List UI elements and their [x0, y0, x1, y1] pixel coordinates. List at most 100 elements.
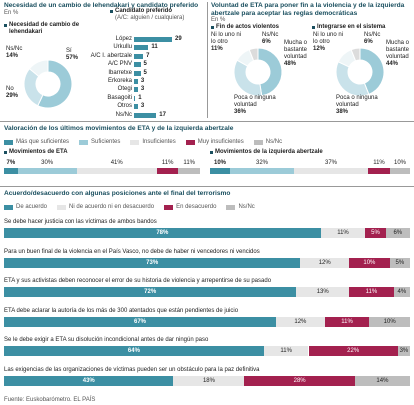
bar	[134, 104, 138, 110]
value-label: 3%	[399, 348, 409, 354]
category-label: López	[115, 36, 132, 42]
slice-label: Mucha o bastante voluntad 44%	[386, 40, 414, 68]
pie-title: Necesidad de cambio de lehendakari	[9, 22, 80, 35]
section-subtitle: En %	[4, 10, 19, 16]
legend-swatch	[226, 205, 236, 210]
bar-segment	[393, 287, 410, 297]
value-label: 67%	[134, 318, 147, 325]
legend-label: Insuficientes	[142, 139, 176, 145]
value-label: 37%	[324, 160, 337, 166]
row-label: Para un buen final de la violencia en el…	[4, 248, 260, 255]
slice-value: 44%	[386, 60, 399, 67]
bar	[134, 45, 149, 51]
slice-label: Poca o ninguna voluntad 38%	[336, 95, 386, 116]
value-label: 32%	[255, 160, 268, 166]
value-label: 30%	[41, 160, 54, 166]
bar-segment	[389, 257, 410, 268]
value-label: 12%	[318, 259, 331, 266]
legend-label: Suficientes	[91, 139, 121, 145]
value-label: 7	[146, 52, 150, 59]
slice-name: Mucha o bastante voluntad	[284, 40, 308, 60]
slice-name: No	[6, 86, 14, 92]
value-label: 78%	[156, 230, 169, 236]
bar-segment	[17, 168, 77, 174]
value-label: 10%	[393, 160, 406, 166]
pie-title: Integrarse en el sistema	[317, 24, 386, 30]
bullet	[210, 151, 213, 154]
legend-swatch	[185, 140, 195, 145]
value-label: 7%	[6, 160, 16, 166]
value-label: 11%	[341, 318, 353, 325]
slice-name: Poca o ninguna voluntad	[336, 95, 378, 108]
bar-segment	[354, 375, 410, 386]
bar-segment	[349, 287, 394, 297]
value-label: 5	[143, 69, 147, 76]
bar-segment	[156, 168, 179, 174]
value-label: 11	[151, 44, 158, 51]
bar-segment	[308, 346, 398, 356]
divider	[0, 186, 414, 187]
value-label: 3	[140, 103, 145, 110]
bar-segment	[365, 228, 386, 238]
bullet	[110, 10, 113, 13]
bullet	[4, 24, 7, 27]
legend-swatch	[4, 140, 13, 145]
donut	[335, 47, 385, 97]
donut-slice	[257, 47, 283, 97]
bar-segment	[4, 228, 321, 238]
bar-segment	[230, 168, 294, 174]
value-label: 4%	[397, 289, 407, 295]
value-label: 14%	[376, 377, 389, 384]
divider	[0, 121, 414, 122]
value-label: 72%	[144, 289, 157, 295]
value-label: 73%	[146, 259, 159, 266]
value-label: 22%	[347, 348, 360, 354]
slice-name: Sí	[66, 48, 72, 54]
slice-label: Poca o ninguna voluntad 36%	[234, 95, 284, 116]
slice-label: Ns/Nc 14%	[6, 46, 36, 60]
donut-slice	[350, 47, 361, 62]
bar-segment	[397, 346, 410, 356]
value-label: 5%	[371, 230, 380, 236]
bar	[134, 79, 138, 84]
value-label: 10%	[213, 160, 226, 166]
donut-slice	[359, 47, 385, 95]
bar-segment	[76, 168, 157, 174]
row-label: Movimientos de la izquierda abertzale	[215, 149, 323, 155]
bar-segment	[4, 257, 301, 268]
bar-segment	[385, 228, 410, 238]
value-label: 11%	[337, 230, 349, 236]
section-title: Acuerdo/desacuerdo con algunas posicione…	[4, 190, 231, 197]
bar-segment	[263, 346, 309, 356]
bar	[134, 53, 144, 59]
bar	[134, 95, 136, 101]
slice-name: Ni lo uno ni lo otro	[313, 32, 344, 45]
slice-value: 48%	[284, 60, 297, 67]
value-label: 11%	[183, 160, 195, 166]
value-label: 10%	[383, 318, 396, 325]
legend-label: De acuerdo	[16, 204, 48, 210]
legend-label: En desacuerdo	[176, 204, 217, 210]
slice-value: 6%	[262, 38, 271, 45]
bar-segment	[4, 346, 264, 356]
value-label: 13%	[316, 289, 329, 295]
row-label: ETA y sus activistas deben reconocer el …	[4, 278, 272, 284]
slice-value: 38%	[336, 108, 349, 115]
category-label: Urkullu	[113, 44, 132, 51]
bar-subtitle: (A/C: alguien / cualquiera)	[115, 15, 185, 21]
value-label: 64%	[127, 348, 140, 354]
slice-value: 12%	[313, 45, 326, 52]
bar-segment	[296, 287, 350, 297]
legend-label: Ns/Nc	[265, 139, 283, 145]
value-label: 5	[143, 61, 147, 68]
bar-segment	[368, 168, 390, 174]
bar	[134, 70, 141, 76]
category-label: A/C I. abertzale	[90, 52, 132, 59]
legend-swatch	[4, 205, 13, 210]
value-label: 28%	[293, 377, 306, 384]
category-label: Otegi	[117, 86, 132, 93]
slice-value: 11%	[211, 45, 223, 52]
slice-label: Mucha o bastante voluntad 48%	[284, 40, 316, 68]
value-label: 11%	[365, 289, 378, 295]
legend-swatch	[79, 140, 89, 145]
